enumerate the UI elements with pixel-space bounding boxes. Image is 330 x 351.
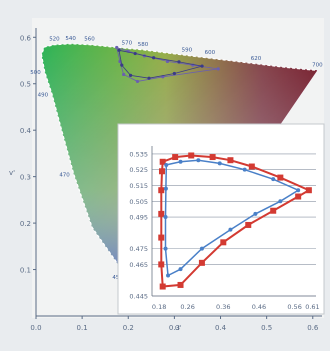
inset-x-tick-label: 0.46 <box>252 303 266 311</box>
wavelength-label: 470 <box>59 172 70 178</box>
inset-x-tick-label: 0.36 <box>216 303 230 311</box>
main-series-point <box>122 72 126 77</box>
wavelength-label: 590 <box>182 47 193 53</box>
inset-series-marker <box>199 246 204 251</box>
wavelength-label: 570 <box>122 40 133 46</box>
inset-series-marker <box>178 159 183 164</box>
inset-series-marker <box>158 234 165 241</box>
inset-series-marker <box>159 283 166 290</box>
main-series-point <box>200 64 204 68</box>
inset-series-marker <box>158 261 165 268</box>
main-series-point <box>177 60 181 64</box>
main-series-point <box>172 71 176 76</box>
x-tick-label: 0.1 <box>77 324 88 332</box>
inset-series-marker <box>163 215 168 220</box>
y-tick-label: 0.2 <box>20 220 31 228</box>
inset-series-marker <box>163 246 168 251</box>
inset-series-marker <box>177 281 184 288</box>
inset-series-marker <box>178 267 183 272</box>
x-axis-label: u' <box>175 324 181 332</box>
inset-series-marker <box>188 152 195 159</box>
inset-series-marker <box>158 210 165 217</box>
inset-y-tick-label: 0.525 <box>129 166 148 174</box>
inset-y-tick-label: 0.495 <box>129 214 148 222</box>
inset-series-marker <box>295 193 302 200</box>
inset-series-marker <box>220 239 227 246</box>
inset-series-marker <box>198 259 205 266</box>
x-tick-label: 0.2 <box>123 324 134 332</box>
wavelength-label: 560 <box>84 37 95 43</box>
inset-series-marker <box>172 154 179 161</box>
inset-x-tick-label: 0.26 <box>180 303 194 311</box>
x-tick-label: 0.0 <box>30 324 41 332</box>
y-tick-label: 0.4 <box>20 127 32 135</box>
inset-series-marker <box>305 187 312 194</box>
inset-series-marker <box>163 186 168 191</box>
inset-y-tick-label: 0.505 <box>129 198 148 206</box>
spectral-locus-line <box>40 43 318 309</box>
inset-series-marker <box>278 199 283 204</box>
inset-series-marker <box>270 207 277 214</box>
wavelength-label: 500 <box>30 70 41 76</box>
y-tick-label: 0.6 <box>20 34 32 42</box>
inset-series-marker <box>242 167 247 172</box>
inset-series-marker <box>158 168 165 175</box>
inset-y-tick-label: 0.515 <box>129 182 148 190</box>
inset-series-marker <box>253 211 258 216</box>
inset-x-tick-label: 0.18 <box>152 303 166 311</box>
x-tick-label: 0.3 <box>169 324 180 332</box>
y-axis-label: v' <box>9 169 15 177</box>
inset-y-tick-label: 0.475 <box>129 245 148 253</box>
inset-series-marker <box>228 227 233 232</box>
main-series-point <box>147 76 151 80</box>
inset-series-marker <box>159 158 166 165</box>
y-tick-label: 0.5 <box>20 81 31 89</box>
wavelength-label: 700 <box>312 62 323 68</box>
main-series-point <box>133 51 137 56</box>
wavelength-label: 600 <box>205 50 216 56</box>
wavelength-label: 540 <box>65 36 76 42</box>
main-series-point <box>152 56 156 60</box>
inset-series-marker <box>296 188 301 193</box>
wavelength-label: 490 <box>38 92 49 98</box>
main-series-point <box>165 59 170 64</box>
main-series-point <box>120 63 124 67</box>
inset-x-tick-label: 0.61 <box>305 303 319 311</box>
main-series-line <box>118 49 203 79</box>
y-tick-label: 0.1 <box>20 267 31 275</box>
main-series-point <box>128 73 133 77</box>
x-tick-label: 0.5 <box>261 324 272 332</box>
inset-series-marker <box>166 273 171 278</box>
wavelength-label: 580 <box>138 42 149 48</box>
wavelength-label: 620 <box>251 56 262 62</box>
inset-series-marker <box>248 163 255 170</box>
inset-y-tick-label: 0.535 <box>129 150 148 158</box>
inset-series-marker <box>209 154 216 161</box>
inset-y-tick-label: 0.465 <box>129 261 148 269</box>
x-tick-label: 0.6 <box>307 324 319 332</box>
inset-series-marker <box>271 177 276 182</box>
main-series-point <box>135 79 140 84</box>
inset-series-marker <box>245 221 252 228</box>
wavelength-label: 520 <box>49 37 60 43</box>
inset-series-marker <box>227 157 234 164</box>
inset-y-tick-label: 0.445 <box>129 293 148 301</box>
inset-series-marker <box>196 158 201 163</box>
main-series-point <box>216 67 220 71</box>
main-series-point <box>115 45 119 50</box>
inset-series-marker <box>277 174 284 181</box>
inset-series-marker <box>158 187 165 194</box>
main-series-point <box>117 48 121 52</box>
y-tick-label: 0.3 <box>20 174 31 182</box>
inset-series-marker <box>217 161 222 166</box>
inset-series-marker <box>164 162 169 167</box>
x-tick-label: 0.4 <box>215 324 227 332</box>
inset-panel <box>117 123 325 315</box>
inset-x-tick-label: 0.56 <box>287 303 301 311</box>
